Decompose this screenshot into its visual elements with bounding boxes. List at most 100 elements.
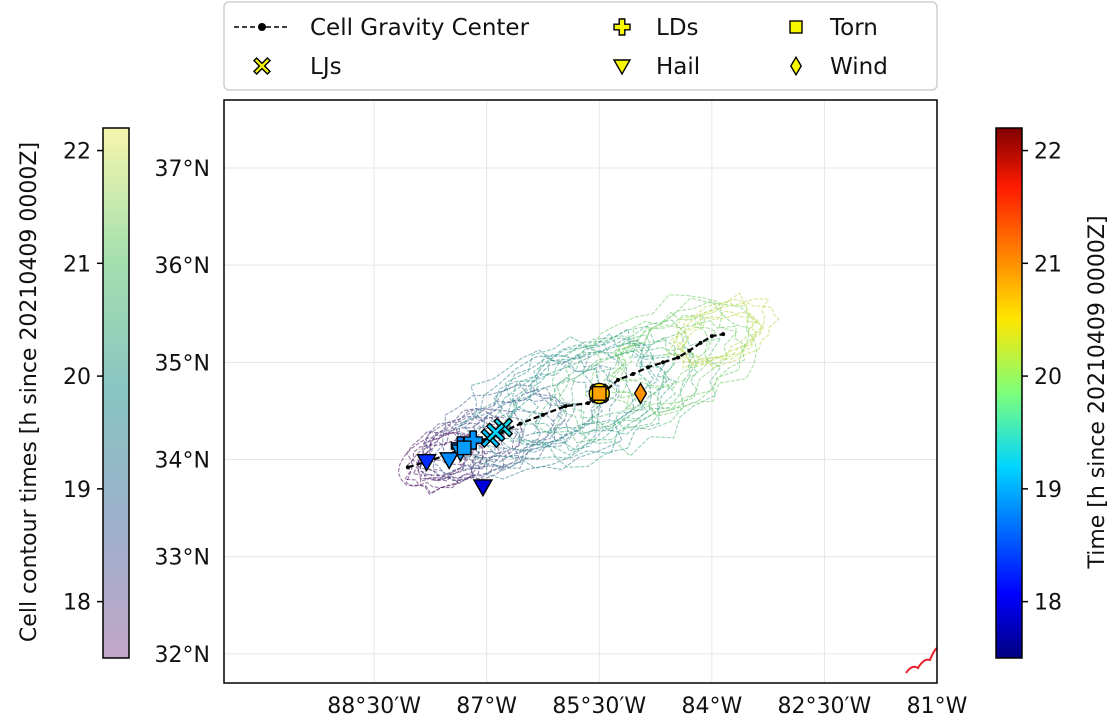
legend-label: Torn [829, 15, 878, 41]
cell-contour [494, 340, 652, 456]
legend-entry-wind: Wind [789, 54, 888, 80]
lat-tick-label: 36°N [155, 254, 210, 279]
cell-contour [411, 432, 477, 480]
latitude-tick-labels: 37°N 36°N 35°N 34°N 33°N 32°N [155, 157, 210, 668]
cell-contour [665, 300, 755, 370]
right-colorbar-tick-label: 22 [1034, 140, 1062, 165]
cell-contour [506, 377, 607, 444]
legend-entry-lds: LDs [613, 15, 699, 41]
right-colorbar-ticks: 18 19 20 21 22 [1022, 140, 1062, 616]
right-colorbar-tick-label: 21 [1034, 252, 1062, 277]
lon-tick-label: 84°W [681, 694, 742, 719]
cell-contour [506, 364, 618, 442]
legend-label: Cell Gravity Center [310, 15, 530, 41]
legend-triangle-down-symbol [612, 59, 632, 76]
right-colorbar-tick-label: 19 [1034, 478, 1062, 503]
legend-square-symbol [789, 20, 803, 34]
cell-contour [677, 301, 780, 369]
cell-contour [549, 319, 722, 457]
legend-x-symbol [253, 57, 271, 75]
cell-contour [432, 419, 524, 482]
map-frame [223, 99, 938, 684]
cell-contour [583, 346, 699, 430]
gravity-center-point [676, 355, 681, 360]
cell-contour [429, 382, 556, 477]
lon-tick-label: 88°30′W [327, 694, 421, 719]
legend-diamond-symbol [789, 55, 803, 77]
gravity-center-point [646, 365, 651, 370]
gravity-center-point [687, 348, 692, 353]
lat-tick-label: 34°N [155, 449, 210, 474]
cell-contour [669, 298, 765, 363]
lon-tick-label: 82°30′W [778, 694, 872, 719]
left-colorbar-tick-label: 22 [63, 140, 91, 165]
lon-tick-label: 87°W [456, 694, 517, 719]
map-panel: 88°30′W 87°W 85°30′W 84°W 82°30′W 81°W 37°N 36… [155, 99, 968, 719]
legend-plus-symbol [613, 18, 631, 36]
wind-report-marker [633, 382, 648, 405]
left-colorbar-gradient [102, 127, 130, 659]
left-colorbar-tick-label: 21 [63, 252, 91, 277]
lon-tick-label: 81°W [907, 694, 968, 719]
longitude-tick-labels: 88°30′W 87°W 85°30′W 84°W 82°30′W 81°W [327, 694, 967, 719]
cell-contour [607, 320, 747, 415]
legend-label: LJs [310, 54, 342, 80]
left-colorbar-ticks: 18 19 20 21 22 [63, 140, 103, 616]
legend-entry-cell-gravity-center: Cell Gravity Center [234, 15, 530, 41]
cell-contour [473, 360, 602, 473]
legend-dot-symbol [258, 23, 266, 31]
gravity-center-point [721, 332, 726, 337]
left-colorbar: 18 19 20 21 22 Cell contour times [h since 2… [17, 127, 130, 659]
gravity-center-point [540, 412, 545, 417]
gravity-center-point [563, 404, 568, 409]
cell-contour [617, 315, 717, 389]
cell-contour [570, 335, 694, 431]
ljs-report-marker [485, 422, 506, 443]
cell-contour [412, 440, 475, 483]
gravity-center-point [698, 340, 703, 345]
legend-entry-torn: Torn [789, 15, 878, 41]
hail-report-marker [438, 452, 460, 470]
gravity-center-point [586, 401, 591, 406]
torn-report-marker [456, 440, 472, 456]
torn-report-marker [591, 385, 607, 401]
gravity-center-point [631, 372, 636, 377]
cell-contour [610, 300, 750, 410]
cell-contour [679, 310, 759, 364]
right-colorbar-tick-label: 18 [1034, 591, 1062, 616]
gravity-center-point [518, 421, 523, 426]
cell-contour [556, 349, 676, 437]
gravity-center-point [709, 334, 714, 339]
hail-report-marker [416, 454, 437, 472]
hail-report-marker [472, 479, 494, 498]
gravity-center-point [661, 360, 666, 365]
coastline-fragment [905, 647, 938, 674]
lat-tick-label: 33°N [155, 546, 210, 571]
lat-tick-label: 32°N [155, 643, 210, 668]
cell-contour [614, 311, 709, 390]
gravity-center-point [405, 465, 410, 470]
lat-tick-label: 35°N [155, 351, 210, 376]
cell-contour [485, 342, 670, 460]
left-colorbar-tick-label: 20 [63, 365, 91, 390]
cell-contour [603, 297, 758, 417]
gravity-center-point [616, 377, 621, 382]
legend: Cell Gravity Center LDs Torn LJs Hail Wind [223, 1, 938, 91]
cell-contour [590, 294, 738, 412]
lat-tick-label: 37°N [155, 157, 210, 182]
right-colorbar: 18 19 20 21 22 Time [h since 20210409 0000Z] [995, 127, 1109, 659]
right-colorbar-tick-label: 20 [1034, 365, 1062, 390]
legend-entry-ljs: LJs [253, 54, 342, 80]
legend-label: LDs [656, 15, 699, 41]
cell-contour [533, 325, 697, 444]
right-colorbar-label: Time [h since 20210409 0000Z] [1085, 215, 1109, 569]
legend-label: Hail [656, 54, 700, 80]
cell-contours [397, 292, 780, 495]
left-colorbar-tick-label: 18 [63, 591, 91, 616]
storm-reports [416, 382, 648, 498]
map-background [224, 100, 937, 683]
cell-contour [508, 338, 677, 468]
right-colorbar-gradient [995, 127, 1023, 659]
legend-box [223, 1, 938, 91]
